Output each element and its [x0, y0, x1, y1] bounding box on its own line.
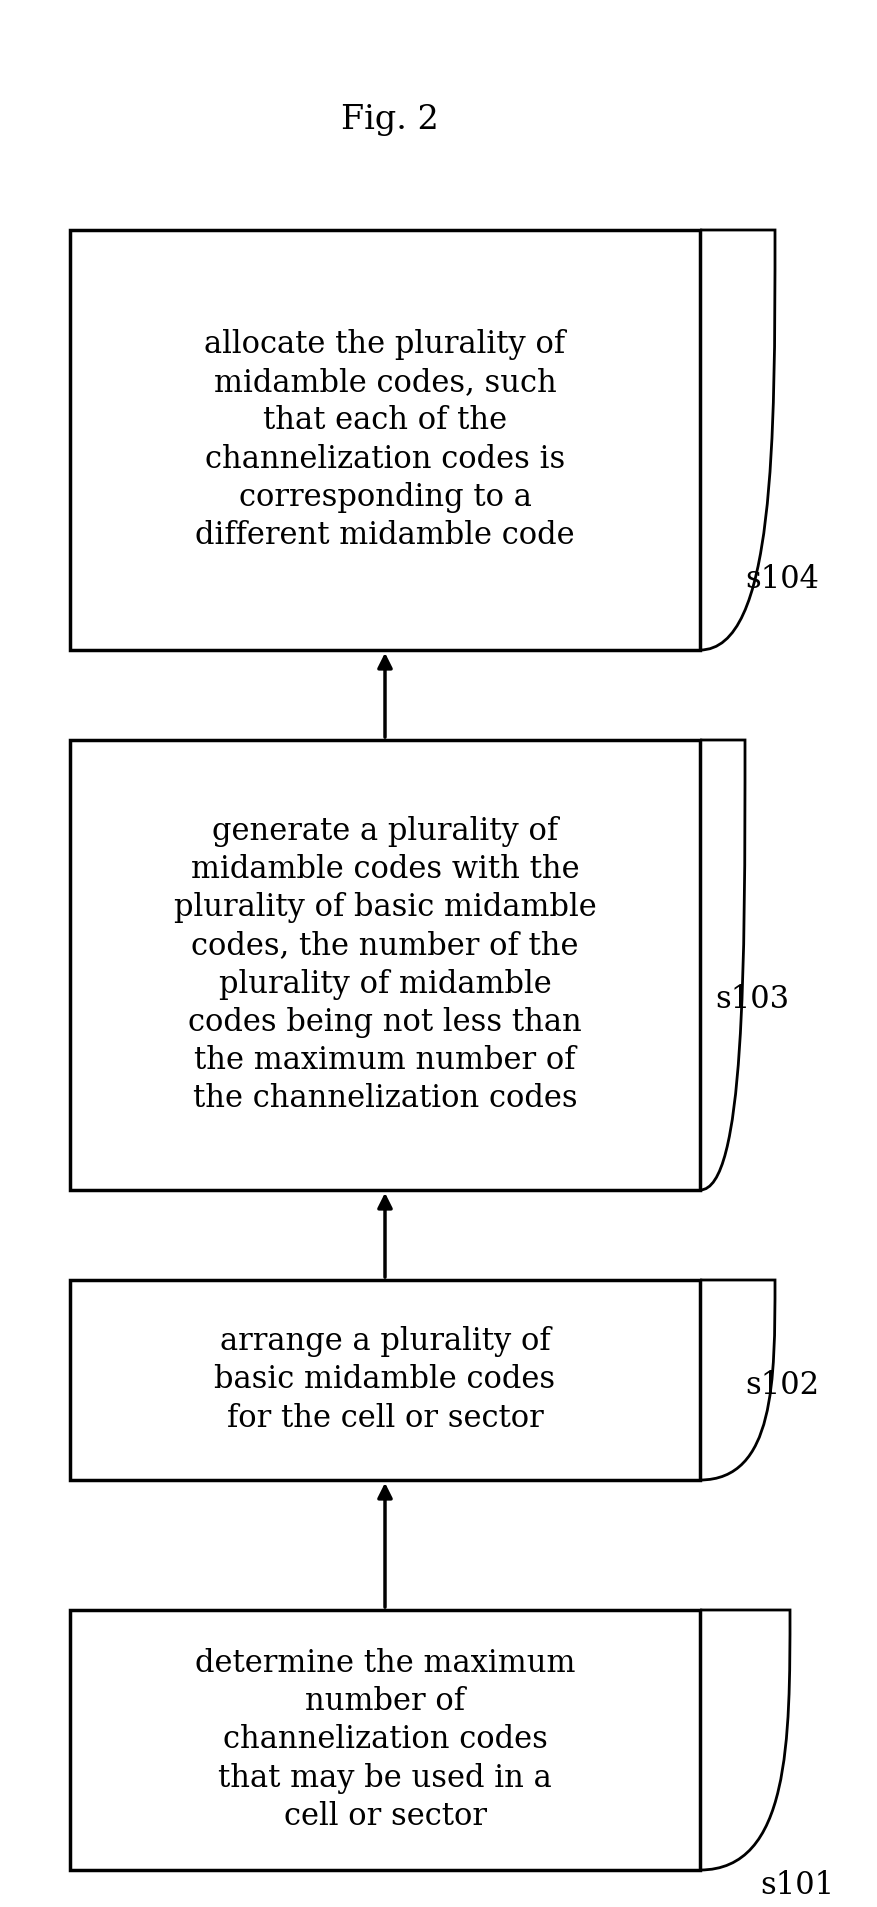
Text: determine the maximum
number of
channelization codes
that may be used in a
cell : determine the maximum number of channeli…: [195, 1648, 575, 1833]
Text: s101: s101: [760, 1869, 834, 1901]
Text: arrange a plurality of
basic midamble codes
for the cell or sector: arrange a plurality of basic midamble co…: [215, 1325, 555, 1434]
Bar: [70, 740, 700, 1190]
Text: s102: s102: [745, 1369, 819, 1400]
Bar: [70, 1610, 700, 1871]
Bar: [70, 1280, 700, 1480]
Text: Fig. 2: Fig. 2: [341, 105, 438, 135]
Text: s103: s103: [715, 984, 789, 1016]
Text: s104: s104: [745, 564, 819, 595]
Text: generate a plurality of
midamble codes with the
plurality of basic midamble
code: generate a plurality of midamble codes w…: [174, 816, 596, 1114]
Text: allocate the plurality of
midamble codes, such
that each of the
channelization c: allocate the plurality of midamble codes…: [196, 330, 574, 551]
Bar: [70, 231, 700, 650]
